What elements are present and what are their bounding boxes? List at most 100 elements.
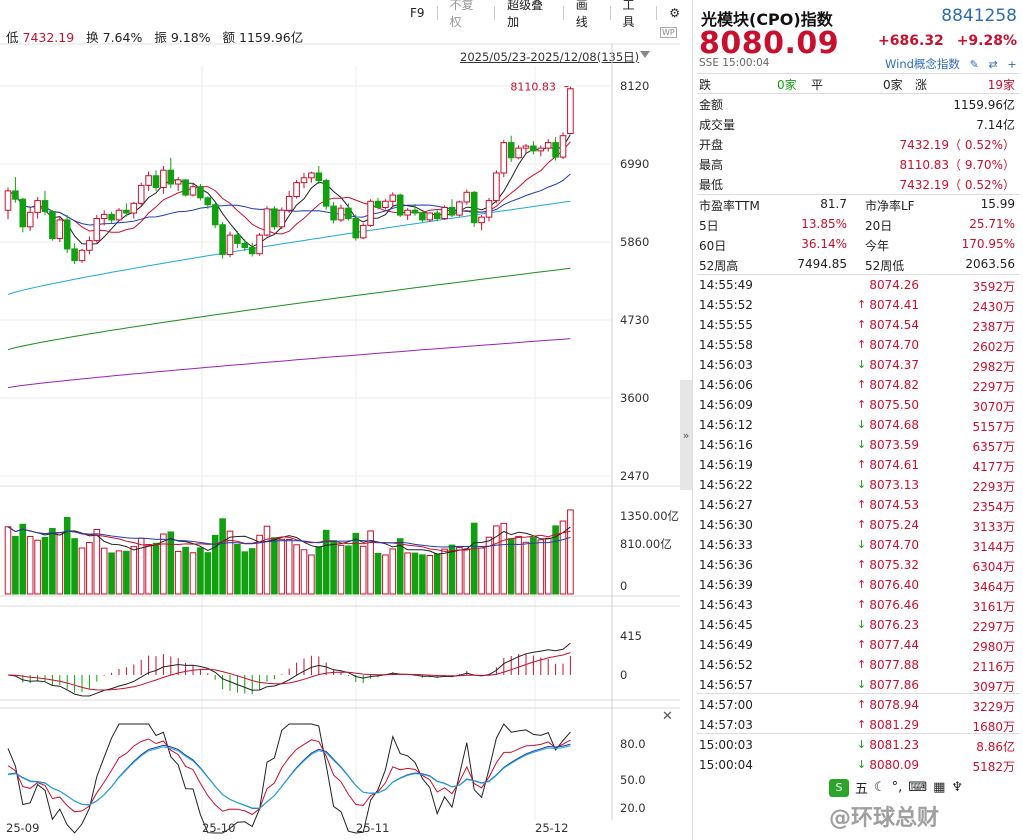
volume-bar[interactable] xyxy=(130,546,138,595)
volume-bar[interactable] xyxy=(552,525,559,595)
volume-bar[interactable] xyxy=(49,527,56,595)
volume-bar[interactable] xyxy=(174,550,182,595)
candle-body[interactable] xyxy=(552,142,559,158)
volume-bar[interactable] xyxy=(115,550,123,595)
volume-bar[interactable] xyxy=(308,554,315,595)
candle-body[interactable] xyxy=(419,212,426,221)
volume-bar[interactable] xyxy=(219,518,226,595)
candle-body[interactable] xyxy=(182,179,189,196)
candle-body[interactable] xyxy=(470,191,478,224)
candle-body[interactable] xyxy=(78,249,86,262)
candle-body[interactable] xyxy=(367,200,374,226)
index-code[interactable]: 8841258 xyxy=(941,6,1017,26)
candle-body[interactable] xyxy=(322,180,330,207)
volume-bar[interactable] xyxy=(448,544,456,595)
volume-bar[interactable] xyxy=(382,554,389,595)
candle-body[interactable] xyxy=(567,88,574,134)
candle-body[interactable] xyxy=(12,190,19,200)
candle-body[interactable] xyxy=(411,209,419,214)
candle-body[interactable] xyxy=(396,194,404,216)
volume-bar[interactable] xyxy=(152,542,160,595)
candle-body[interactable] xyxy=(93,218,101,242)
candle-body[interactable] xyxy=(108,213,115,221)
edit-icon[interactable]: ✎ xyxy=(969,58,979,71)
volume-bar[interactable] xyxy=(322,529,330,595)
volume-bar[interactable] xyxy=(456,546,463,595)
volume-bar[interactable] xyxy=(278,538,286,595)
volume-bar[interactable] xyxy=(567,509,574,595)
candle-body[interactable] xyxy=(537,147,545,152)
candle-body[interactable] xyxy=(300,177,308,184)
super-overlay-button[interactable]: 超级叠加 xyxy=(507,0,544,29)
link-icon[interactable]: ⇄ xyxy=(988,58,998,71)
candle-body[interactable] xyxy=(308,172,315,179)
volume-bar[interactable] xyxy=(374,552,382,595)
volume-bar[interactable] xyxy=(285,538,293,595)
volume-bar[interactable] xyxy=(234,543,241,595)
candle-body[interactable] xyxy=(211,204,219,226)
volume-bar[interactable] xyxy=(559,520,567,595)
volume-bar[interactable] xyxy=(463,548,471,595)
candle-body[interactable] xyxy=(271,208,278,228)
wp-badge[interactable]: WP xyxy=(660,27,677,38)
candle-body[interactable] xyxy=(100,213,108,220)
candle-body[interactable] xyxy=(219,224,226,255)
volume-bar[interactable] xyxy=(293,544,300,595)
candle-body[interactable] xyxy=(123,209,130,214)
date-range-selector[interactable]: 2025/05/23-2025/12/08(135日) xyxy=(460,50,640,64)
volume-bar[interactable] xyxy=(433,553,441,595)
candle-body[interactable] xyxy=(115,209,123,221)
candle-body[interactable] xyxy=(456,201,463,216)
add-icon[interactable]: + xyxy=(1007,58,1017,71)
volume-bar[interactable] xyxy=(41,536,49,595)
candle-body[interactable] xyxy=(130,202,138,214)
candle-body[interactable] xyxy=(137,184,145,204)
ime-mode-label[interactable]: 五 xyxy=(855,782,869,797)
candle-body[interactable] xyxy=(559,135,567,158)
candle-body[interactable] xyxy=(389,194,397,202)
volume-bar[interactable] xyxy=(160,533,167,595)
volume-bar[interactable] xyxy=(71,538,78,595)
volume-bar[interactable] xyxy=(93,529,101,595)
candle-body[interactable] xyxy=(248,247,256,255)
candle-body[interactable] xyxy=(63,219,71,250)
volume-bar[interactable] xyxy=(500,522,508,595)
volume-bar[interactable] xyxy=(123,550,130,595)
volume-bar[interactable] xyxy=(315,546,323,595)
candle-body[interactable] xyxy=(26,211,34,228)
volume-bar[interactable] xyxy=(263,525,271,595)
volume-bar[interactable] xyxy=(359,545,367,595)
volume-bar[interactable] xyxy=(485,536,493,595)
candle-body[interactable] xyxy=(478,216,485,224)
moon-icon[interactable]: ☾ xyxy=(874,780,886,795)
chart-svg[interactable]: 8120 6990 5860 4730 3600 2470 8110.83 1350.00亿 8… xyxy=(0,0,680,840)
volume-bar[interactable] xyxy=(167,531,175,595)
candle-body[interactable] xyxy=(278,209,286,228)
volume-bar[interactable] xyxy=(100,547,108,595)
candle-body[interactable] xyxy=(352,218,360,239)
volume-bar[interactable] xyxy=(515,535,522,595)
volume-bar[interactable] xyxy=(241,551,249,595)
candle-body[interactable] xyxy=(160,169,167,188)
volume-bar[interactable] xyxy=(330,540,337,595)
volume-bar[interactable] xyxy=(26,535,34,595)
candle-body[interactable] xyxy=(19,198,27,228)
volume-bar[interactable] xyxy=(507,538,515,595)
volume-bar[interactable] xyxy=(345,545,352,595)
volume-bar[interactable] xyxy=(367,530,374,595)
keyboard-icon[interactable]: ⌨ xyxy=(908,780,928,795)
candle-body[interactable] xyxy=(189,186,197,196)
candle-body[interactable] xyxy=(404,209,411,216)
candle-body[interactable] xyxy=(374,200,382,208)
candle-body[interactable] xyxy=(522,145,530,149)
close-indicator-icon[interactable]: ✕ xyxy=(662,709,673,724)
candle-body[interactable] xyxy=(500,142,508,174)
candle-body[interactable] xyxy=(56,219,64,240)
volume-bar[interactable] xyxy=(63,516,71,595)
volume-bar[interactable] xyxy=(419,554,426,595)
candle-body[interactable] xyxy=(493,172,500,202)
candle-body[interactable] xyxy=(4,190,12,211)
volume-bar[interactable] xyxy=(337,544,345,595)
candle-body[interactable] xyxy=(41,200,49,213)
volume-bar[interactable] xyxy=(426,555,434,595)
